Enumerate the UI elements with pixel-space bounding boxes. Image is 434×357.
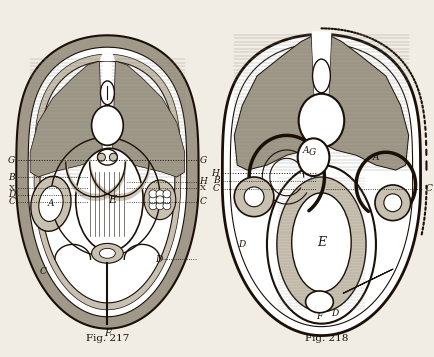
Text: C: C bbox=[213, 185, 220, 193]
Ellipse shape bbox=[156, 190, 164, 198]
Ellipse shape bbox=[163, 202, 171, 210]
Polygon shape bbox=[234, 36, 316, 170]
Text: G: G bbox=[309, 148, 316, 157]
Ellipse shape bbox=[149, 190, 157, 198]
Text: Fig. 217: Fig. 217 bbox=[86, 334, 129, 343]
Ellipse shape bbox=[156, 196, 164, 204]
Ellipse shape bbox=[109, 153, 117, 161]
Polygon shape bbox=[326, 36, 409, 170]
Ellipse shape bbox=[98, 153, 105, 161]
Polygon shape bbox=[34, 54, 181, 310]
Ellipse shape bbox=[292, 193, 351, 292]
Text: F: F bbox=[316, 312, 322, 321]
Text: G: G bbox=[200, 156, 207, 165]
Polygon shape bbox=[30, 61, 102, 177]
Ellipse shape bbox=[156, 202, 164, 210]
Ellipse shape bbox=[149, 202, 157, 210]
Polygon shape bbox=[16, 35, 199, 328]
Polygon shape bbox=[112, 61, 185, 177]
Text: A: A bbox=[373, 153, 379, 162]
Ellipse shape bbox=[163, 196, 171, 204]
Text: E: E bbox=[108, 195, 116, 205]
Polygon shape bbox=[40, 61, 175, 303]
Ellipse shape bbox=[299, 94, 344, 147]
Text: D: D bbox=[239, 240, 246, 249]
Polygon shape bbox=[99, 53, 115, 61]
Ellipse shape bbox=[149, 196, 157, 204]
Text: E: E bbox=[317, 236, 326, 249]
Text: A: A bbox=[303, 146, 309, 155]
Text: A: A bbox=[48, 199, 54, 208]
Polygon shape bbox=[28, 47, 187, 317]
Ellipse shape bbox=[98, 149, 117, 165]
Ellipse shape bbox=[99, 248, 115, 258]
Text: D: D bbox=[155, 255, 163, 264]
Text: D: D bbox=[332, 309, 339, 318]
Polygon shape bbox=[312, 31, 332, 150]
Text: F: F bbox=[104, 329, 111, 338]
Text: Fig. 218: Fig. 218 bbox=[305, 334, 348, 343]
Ellipse shape bbox=[306, 291, 333, 313]
Ellipse shape bbox=[163, 190, 171, 198]
Ellipse shape bbox=[375, 185, 411, 221]
Ellipse shape bbox=[384, 194, 402, 212]
Ellipse shape bbox=[101, 81, 114, 105]
Ellipse shape bbox=[234, 177, 274, 217]
Polygon shape bbox=[222, 34, 421, 336]
Ellipse shape bbox=[31, 176, 71, 231]
Text: C: C bbox=[39, 267, 46, 276]
Text: B: B bbox=[9, 172, 15, 181]
Ellipse shape bbox=[144, 180, 176, 220]
Ellipse shape bbox=[277, 177, 366, 312]
Text: X: X bbox=[9, 184, 15, 192]
Ellipse shape bbox=[298, 139, 329, 176]
Text: D: D bbox=[8, 190, 15, 199]
Text: B: B bbox=[213, 176, 220, 186]
Text: X: X bbox=[200, 184, 206, 192]
Text: C: C bbox=[200, 197, 207, 206]
Text: C: C bbox=[8, 197, 15, 206]
Text: H: H bbox=[200, 177, 207, 186]
Text: G: G bbox=[8, 156, 15, 165]
Ellipse shape bbox=[76, 148, 143, 251]
Ellipse shape bbox=[92, 106, 123, 145]
Ellipse shape bbox=[267, 165, 376, 324]
Text: C: C bbox=[425, 185, 432, 193]
Ellipse shape bbox=[92, 243, 123, 263]
Text: H: H bbox=[211, 169, 220, 177]
Ellipse shape bbox=[312, 59, 330, 93]
Ellipse shape bbox=[39, 186, 63, 221]
Ellipse shape bbox=[244, 187, 264, 207]
